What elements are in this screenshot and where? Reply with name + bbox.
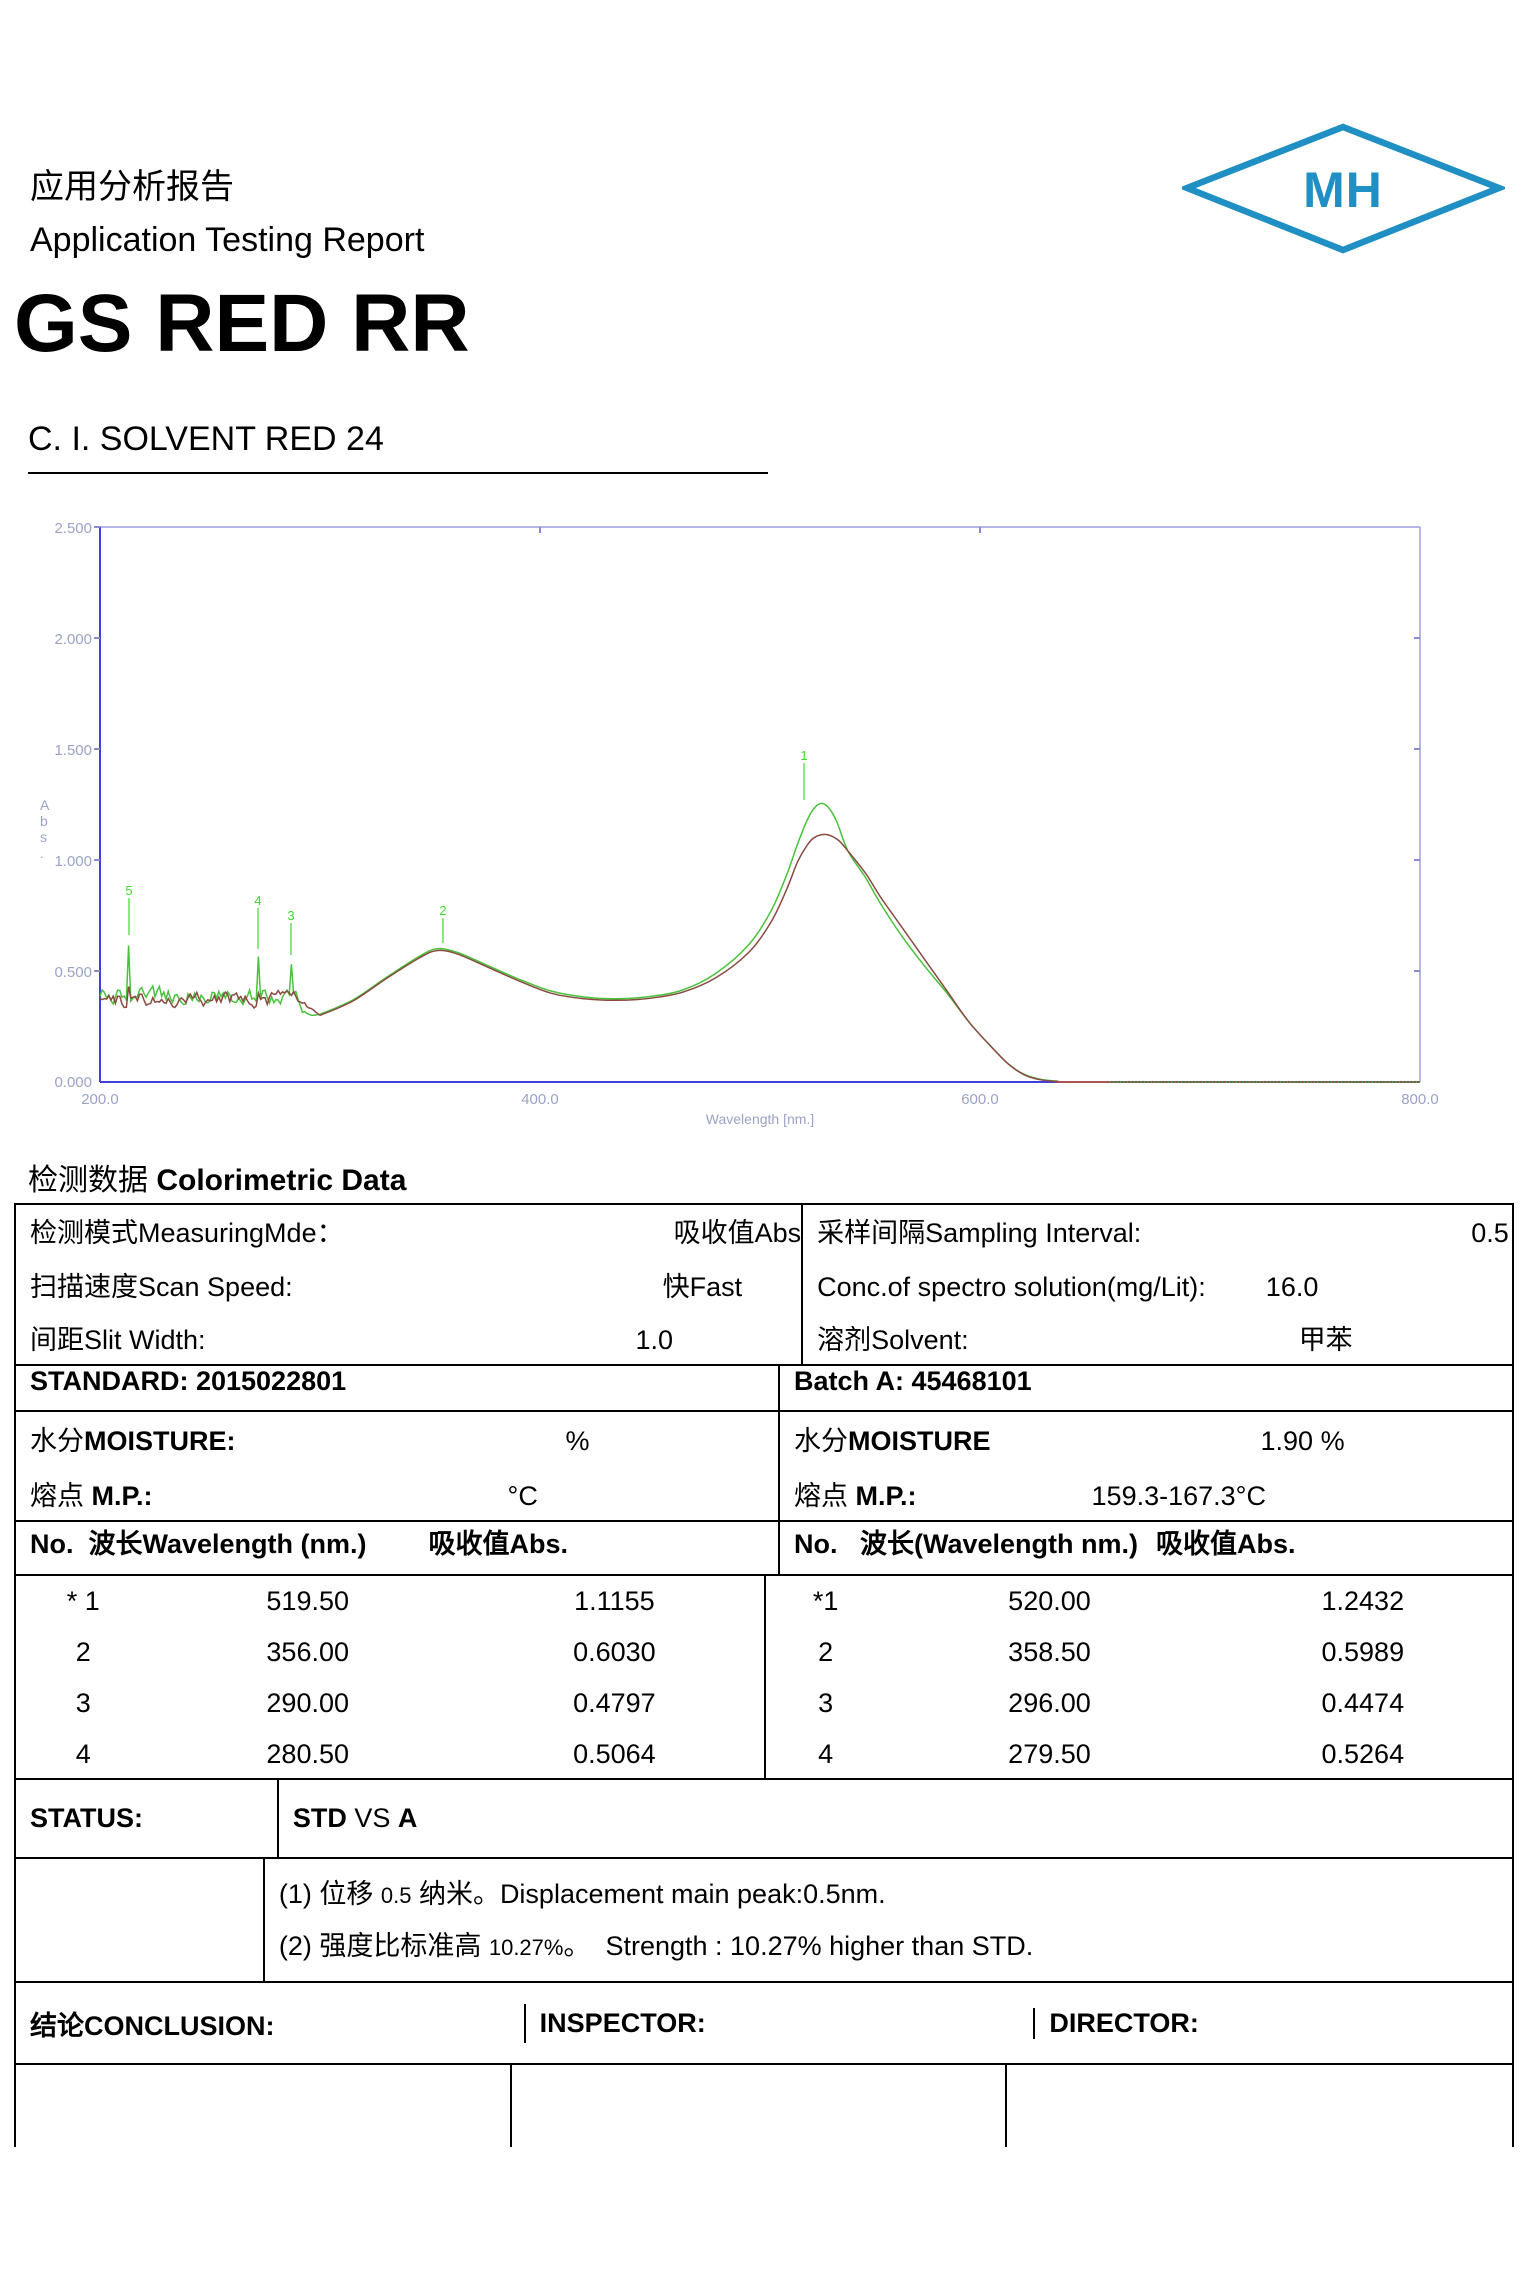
svg-text:5: 5 bbox=[125, 883, 132, 898]
svg-text:4: 4 bbox=[254, 893, 261, 908]
svg-text:600.0: 600.0 bbox=[961, 1091, 999, 1108]
svg-text:.: . bbox=[40, 845, 44, 861]
svg-text:s: s bbox=[40, 829, 47, 845]
svg-text:800.0: 800.0 bbox=[1401, 1091, 1439, 1108]
svg-text:0.000: 0.000 bbox=[54, 1074, 92, 1091]
svg-text:2.500: 2.500 bbox=[54, 520, 92, 537]
svg-text:1.500: 1.500 bbox=[54, 742, 92, 759]
svg-text:2.000: 2.000 bbox=[54, 631, 92, 648]
svg-text:1.000: 1.000 bbox=[54, 853, 92, 870]
svg-text:0.500: 0.500 bbox=[54, 964, 92, 981]
svg-text:1: 1 bbox=[800, 748, 807, 763]
svg-text:Wavelength [nm.]: Wavelength [nm.] bbox=[706, 1111, 814, 1127]
svg-text:3: 3 bbox=[287, 908, 294, 923]
svg-text:400.0: 400.0 bbox=[521, 1091, 559, 1108]
svg-text:200.0: 200.0 bbox=[81, 1091, 119, 1108]
svg-text:b: b bbox=[40, 813, 48, 829]
svg-text:A: A bbox=[40, 797, 50, 813]
svg-text:2: 2 bbox=[439, 903, 446, 918]
